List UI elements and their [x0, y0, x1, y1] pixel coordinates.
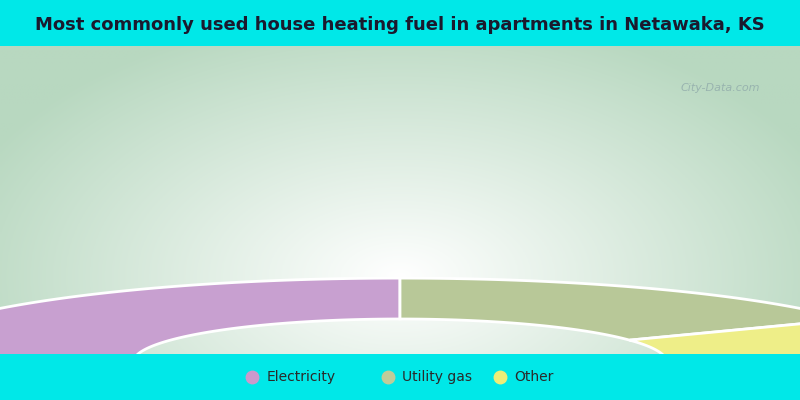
Text: City-Data.com: City-Data.com [681, 83, 760, 93]
PathPatch shape [0, 278, 400, 362]
Text: Utility gas: Utility gas [402, 370, 472, 384]
Text: Other: Other [514, 370, 554, 384]
PathPatch shape [630, 319, 800, 362]
PathPatch shape [400, 278, 800, 340]
Text: Most commonly used house heating fuel in apartments in Netawaka, KS: Most commonly used house heating fuel in… [35, 16, 765, 34]
Text: Electricity: Electricity [266, 370, 335, 384]
